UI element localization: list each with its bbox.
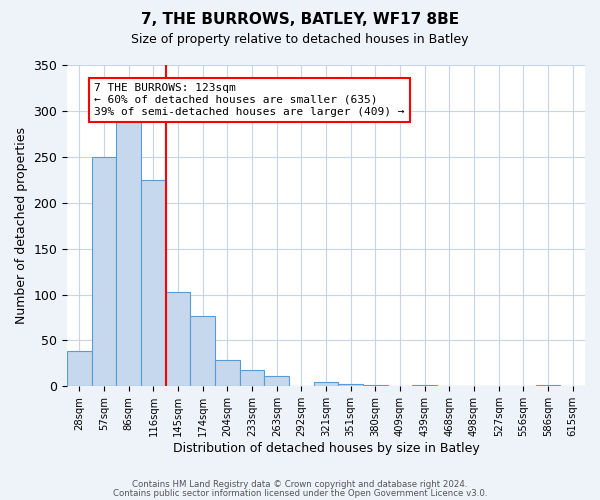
Bar <box>338 384 363 386</box>
Bar <box>190 316 215 386</box>
Bar <box>215 360 240 386</box>
Bar <box>240 370 265 386</box>
Text: Contains public sector information licensed under the Open Government Licence v3: Contains public sector information licen… <box>113 488 487 498</box>
Bar <box>166 292 190 386</box>
Text: 7 THE BURROWS: 123sqm
← 60% of detached houses are smaller (635)
39% of semi-det: 7 THE BURROWS: 123sqm ← 60% of detached … <box>94 84 405 116</box>
Text: 7, THE BURROWS, BATLEY, WF17 8BE: 7, THE BURROWS, BATLEY, WF17 8BE <box>141 12 459 28</box>
Bar <box>116 119 141 386</box>
Text: Size of property relative to detached houses in Batley: Size of property relative to detached ho… <box>131 32 469 46</box>
Bar <box>265 376 289 386</box>
X-axis label: Distribution of detached houses by size in Batley: Distribution of detached houses by size … <box>173 442 479 455</box>
Text: Contains HM Land Registry data © Crown copyright and database right 2024.: Contains HM Land Registry data © Crown c… <box>132 480 468 489</box>
Bar <box>141 180 166 386</box>
Bar <box>67 352 92 386</box>
Bar <box>314 382 338 386</box>
Bar <box>92 157 116 386</box>
Y-axis label: Number of detached properties: Number of detached properties <box>15 127 28 324</box>
